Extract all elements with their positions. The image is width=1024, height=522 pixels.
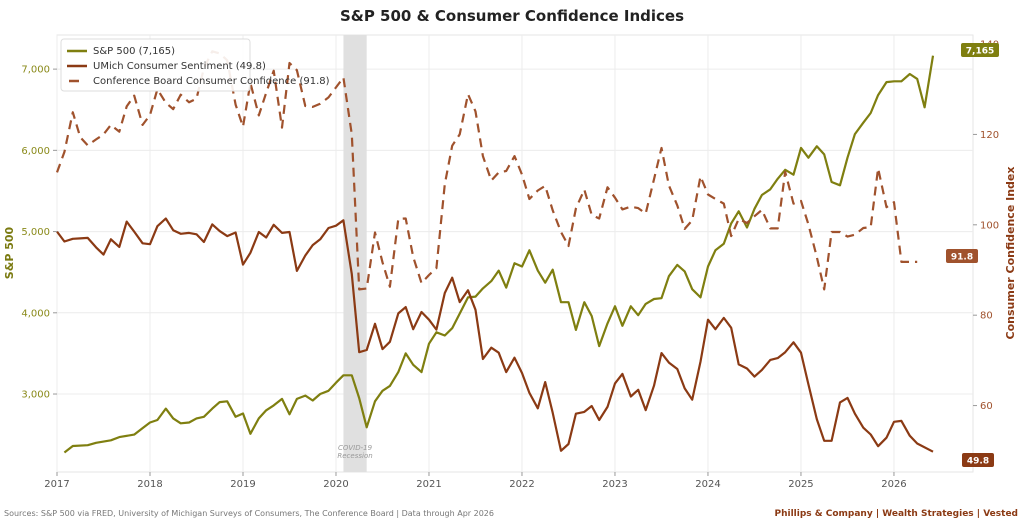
x-tick-label: 2026 <box>881 479 906 490</box>
end-label-badge <box>962 453 994 467</box>
end-label-value: 91.8 <box>951 253 973 263</box>
legend-item-umich: UMich Consumer Sentiment (49.8) <box>93 61 266 72</box>
end-label-badge <box>946 249 978 263</box>
chart-title: S&P 500 & Consumer Confidence Indices <box>340 7 684 25</box>
x-tick-label: 2020 <box>323 479 348 490</box>
end-labels: 7,165 49.8 91.8 <box>946 43 999 467</box>
end-label-value: 7,165 <box>966 47 994 57</box>
y-axis-left-label: S&P 500 <box>3 226 16 279</box>
recession-label: Recession <box>337 452 372 460</box>
y-left-tick-label: 4,000 <box>21 308 50 319</box>
series-sp500 <box>63 55 935 454</box>
legend: S&P 500 (7,165) UMich Consumer Sentiment… <box>60 38 330 92</box>
x-tick-label: 2017 <box>44 479 69 490</box>
x-tick-label: 2024 <box>695 479 720 490</box>
series-conference-board <box>55 50 918 291</box>
x-tick-label: 2018 <box>137 479 162 490</box>
end-label-badge <box>961 43 999 57</box>
x-tick-label: 2022 <box>509 479 534 490</box>
y-right-tick-label: 80 <box>980 311 993 322</box>
x-tick-label: 2025 <box>788 479 813 490</box>
y-right-tick-label: 120 <box>980 130 999 141</box>
series-umich-sentiment <box>56 217 934 453</box>
y-axis-right-label: Consumer Confidence Index <box>1004 167 1017 340</box>
x-tick-label: 2023 <box>602 479 627 490</box>
legend-item-sp500: S&P 500 (7,165) <box>93 46 175 57</box>
footer-source: Sources: S&P 500 via FRED, University of… <box>4 509 494 518</box>
y-left-tick-label: 3,000 <box>21 390 50 401</box>
recession-label: COVID-19 <box>338 444 373 452</box>
footer-credit: Phillips & Company | Wealth Strategies |… <box>774 509 1018 519</box>
end-label-value: 49.8 <box>967 457 989 467</box>
series-group <box>55 50 935 454</box>
x-tick-label: 2019 <box>230 479 255 490</box>
y-left-tick-label: 7,000 <box>21 65 50 76</box>
plot-area <box>56 34 974 473</box>
y-left-tick-label: 6,000 <box>21 146 50 157</box>
legend-item-conference-board: Conference Board Consumer Confidence (91… <box>93 76 330 87</box>
legend-box <box>60 38 251 92</box>
recession-shade <box>343 35 367 472</box>
y-left-tick-label: 5,000 <box>21 227 50 238</box>
x-tick-label: 2021 <box>416 479 441 490</box>
y-right-tick-label: 60 <box>980 401 993 412</box>
y-right-tick-label: 100 <box>980 220 999 231</box>
